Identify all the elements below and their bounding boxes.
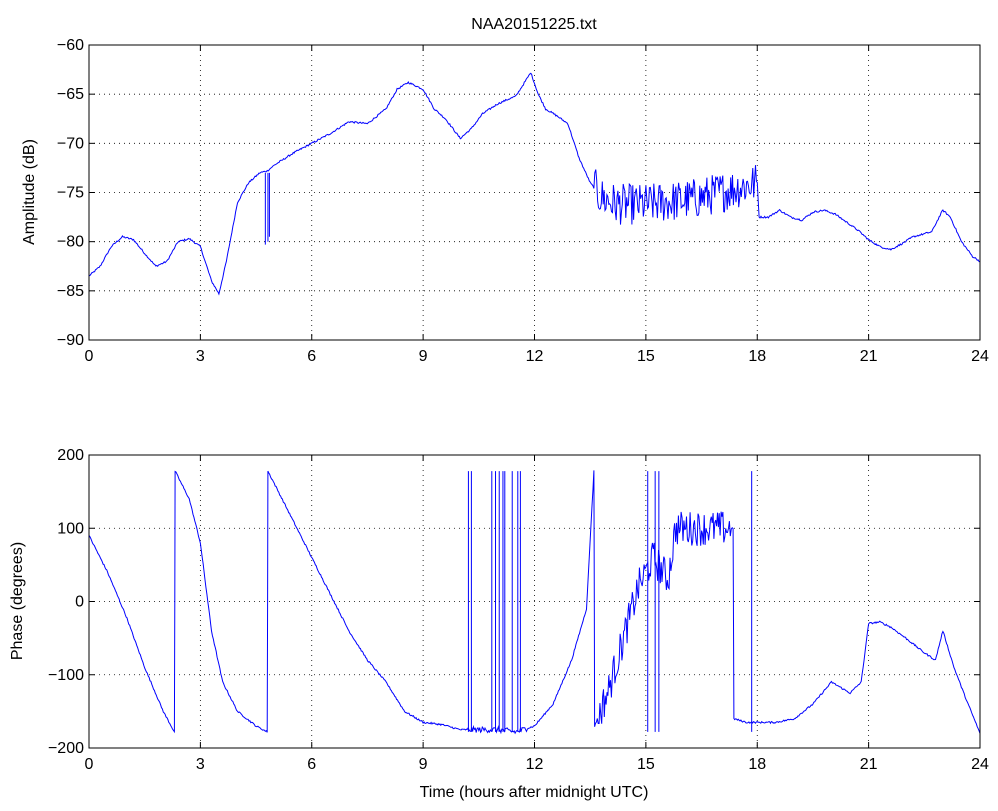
phase-x-tick-label: 6 xyxy=(307,756,316,773)
amplitude-y-tick-label: −85 xyxy=(57,283,84,300)
phase-y-tick-label: −200 xyxy=(48,740,84,757)
phase-y-tick-label: 100 xyxy=(57,520,84,537)
phase-x-tick-label: 21 xyxy=(860,756,878,773)
amplitude-y-tick-label: −65 xyxy=(57,86,84,103)
amplitude-x-tick-label: 12 xyxy=(526,348,544,365)
amplitude-x-tick-label: 0 xyxy=(85,348,94,365)
amplitude-x-tick-label: 24 xyxy=(971,348,989,365)
phase-y-tick-label: 200 xyxy=(57,447,84,464)
phase-y-axis-label: Phase (degrees) xyxy=(9,542,26,660)
phase-series-line xyxy=(88,470,981,735)
phase-x-tick-label: 3 xyxy=(196,756,205,773)
phase-x-tick-label: 9 xyxy=(419,756,428,773)
amplitude-y-axis-label: Amplitude (dB) xyxy=(21,139,38,245)
phase-y-tick-label: −100 xyxy=(48,667,84,684)
phase-x-tick-label: 12 xyxy=(526,756,544,773)
amplitude-x-tick-label: 21 xyxy=(860,348,878,365)
amplitude-x-tick-label: 3 xyxy=(196,348,205,365)
amplitude-y-tick-label: −90 xyxy=(57,332,84,349)
amplitude-x-tick-label: 9 xyxy=(419,348,428,365)
phase-x-tick-label: 0 xyxy=(85,756,94,773)
phase-x-tick-label: 15 xyxy=(637,756,655,773)
amplitude-y-tick-label: −80 xyxy=(57,234,84,251)
amplitude-series-line xyxy=(88,72,981,296)
amplitude-y-tick-label: −75 xyxy=(57,185,84,202)
phase-y-tick-label: 0 xyxy=(75,594,84,611)
amplitude-x-tick-label: 18 xyxy=(748,348,766,365)
amplitude-y-tick-label: −70 xyxy=(57,135,84,152)
phase-x-axis-label: Time (hours after midnight UTC) xyxy=(420,784,649,801)
amplitude-y-tick-label: −60 xyxy=(57,37,84,54)
phase-x-tick-label: 18 xyxy=(748,756,766,773)
phase-x-tick-label: 24 xyxy=(971,756,989,773)
amplitude-x-tick-label: 15 xyxy=(637,348,655,365)
chart-title: NAA20151225.txt xyxy=(471,16,597,33)
amplitude-x-tick-label: 6 xyxy=(307,348,316,365)
